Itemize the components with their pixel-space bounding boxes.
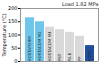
svg-text:HOSTAFORM: HOSTAFORM: [27, 36, 32, 62]
svg-text:100: 100: [8, 32, 18, 38]
svg-text:Temperature (°C): Temperature (°C): [1, 13, 8, 57]
svg-text:0: 0: [14, 58, 17, 64]
svg-text:50: 50: [11, 45, 17, 51]
svg-text:PA 6: PA 6: [67, 52, 72, 61]
svg-text:HDPE: HDPE: [87, 50, 92, 62]
svg-text:150: 150: [8, 18, 18, 24]
svg-text:HOSTACOM M2: HOSTACOM M2: [37, 31, 42, 62]
svg-text:Load 1.82 MPa: Load 1.82 MPa: [62, 1, 98, 7]
svg-text:PBT: PBT: [57, 53, 62, 61]
svg-text:PP: PP: [77, 56, 82, 61]
svg-text:HOSTACOM M4: HOSTACOM M4: [47, 31, 52, 62]
svg-text:200: 200: [8, 5, 18, 11]
